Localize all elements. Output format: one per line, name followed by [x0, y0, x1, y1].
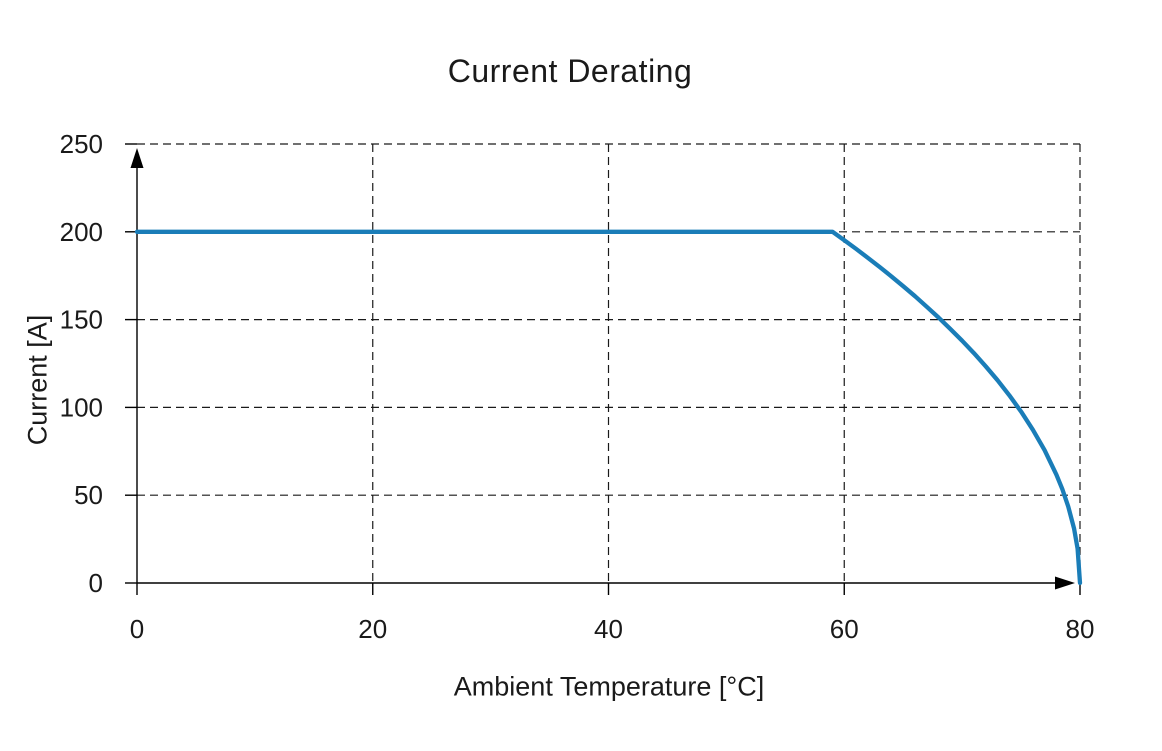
x-axis-title: Ambient Temperature [°C]	[453, 671, 765, 702]
x-tick-label: 0	[130, 614, 144, 644]
y-tick-label: 50	[74, 480, 103, 510]
x-tick-label: 80	[1066, 614, 1095, 644]
x-tick-label: 40	[594, 614, 623, 644]
x-axis-arrow-icon	[1055, 576, 1075, 590]
y-tick-label: 0	[89, 568, 103, 598]
y-axis-title: Current [A]	[22, 314, 53, 446]
y-tick-label: 150	[60, 305, 103, 335]
y-tick-label: 200	[60, 217, 103, 247]
derating-curve	[134, 229, 1083, 586]
y-tick-label: 100	[60, 392, 103, 422]
y-tick-label: 250	[60, 129, 103, 159]
y-axis-arrow-icon	[130, 148, 144, 168]
x-tick-label: 60	[830, 614, 859, 644]
x-tick-label: 20	[358, 614, 387, 644]
chart-title: Current Derating	[447, 53, 693, 89]
